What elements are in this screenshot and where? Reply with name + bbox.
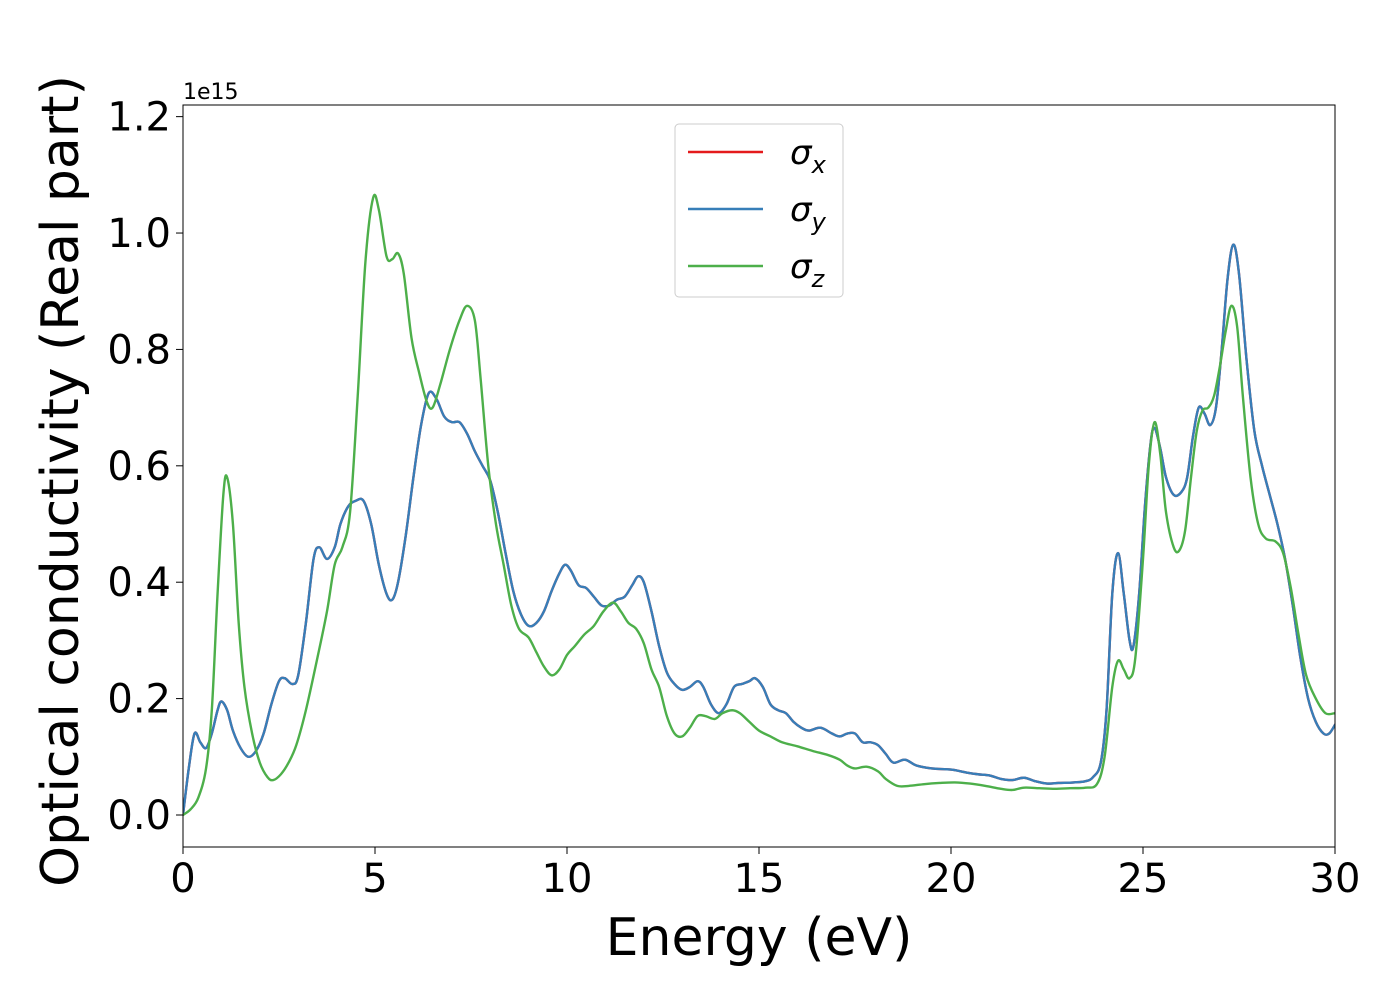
- y-tick-label: 0.2: [107, 677, 171, 723]
- y-tick-label: 0.8: [107, 327, 171, 373]
- legend-box: [674, 123, 844, 298]
- legend: σx σy σz: [674, 123, 844, 298]
- x-tick-label: 10: [542, 856, 593, 902]
- legend-label: σy: [790, 190, 827, 236]
- series-layer: [183, 193, 1335, 817]
- x-tick-label: 0: [170, 856, 195, 902]
- x-tick-label: 25: [1118, 856, 1169, 902]
- y-axis-label: Optical conductivity (Real part): [31, 75, 91, 887]
- y-tick-label: 1.0: [107, 211, 171, 257]
- y-offset-text: 1e15: [183, 80, 239, 105]
- series-line-sigma-z: [183, 193, 1335, 817]
- x-tick-label: 30: [1310, 856, 1361, 902]
- y-tick-label: 0.6: [107, 444, 171, 490]
- y-tick-label: 1.2: [107, 95, 171, 141]
- y-tick-label: 0.0: [107, 793, 171, 839]
- ticks-layer: 0 5 10 15 20 25 30 0.0 0.2 0.4 0.6 0.8 1.0 1.2: [107, 95, 1360, 902]
- x-tick-label: 20: [926, 856, 977, 902]
- y-tick-label: 0.4: [107, 560, 171, 606]
- legend-label: σz: [790, 247, 826, 293]
- x-tick-label: 15: [734, 856, 785, 902]
- legend-label: σx: [790, 133, 827, 179]
- x-axis-label: Energy (eV): [606, 908, 913, 968]
- x-tick-label: 5: [362, 856, 387, 902]
